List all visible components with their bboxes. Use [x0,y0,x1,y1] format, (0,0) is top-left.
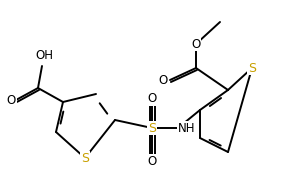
Text: NH: NH [178,122,195,135]
Text: S: S [148,122,156,135]
Text: O: O [147,92,157,105]
Text: OH: OH [35,49,53,62]
Text: S: S [248,61,256,74]
Text: O: O [147,155,157,168]
Text: O: O [191,37,201,50]
Text: O: O [7,94,16,107]
Text: O: O [159,74,168,87]
Text: S: S [81,151,89,165]
